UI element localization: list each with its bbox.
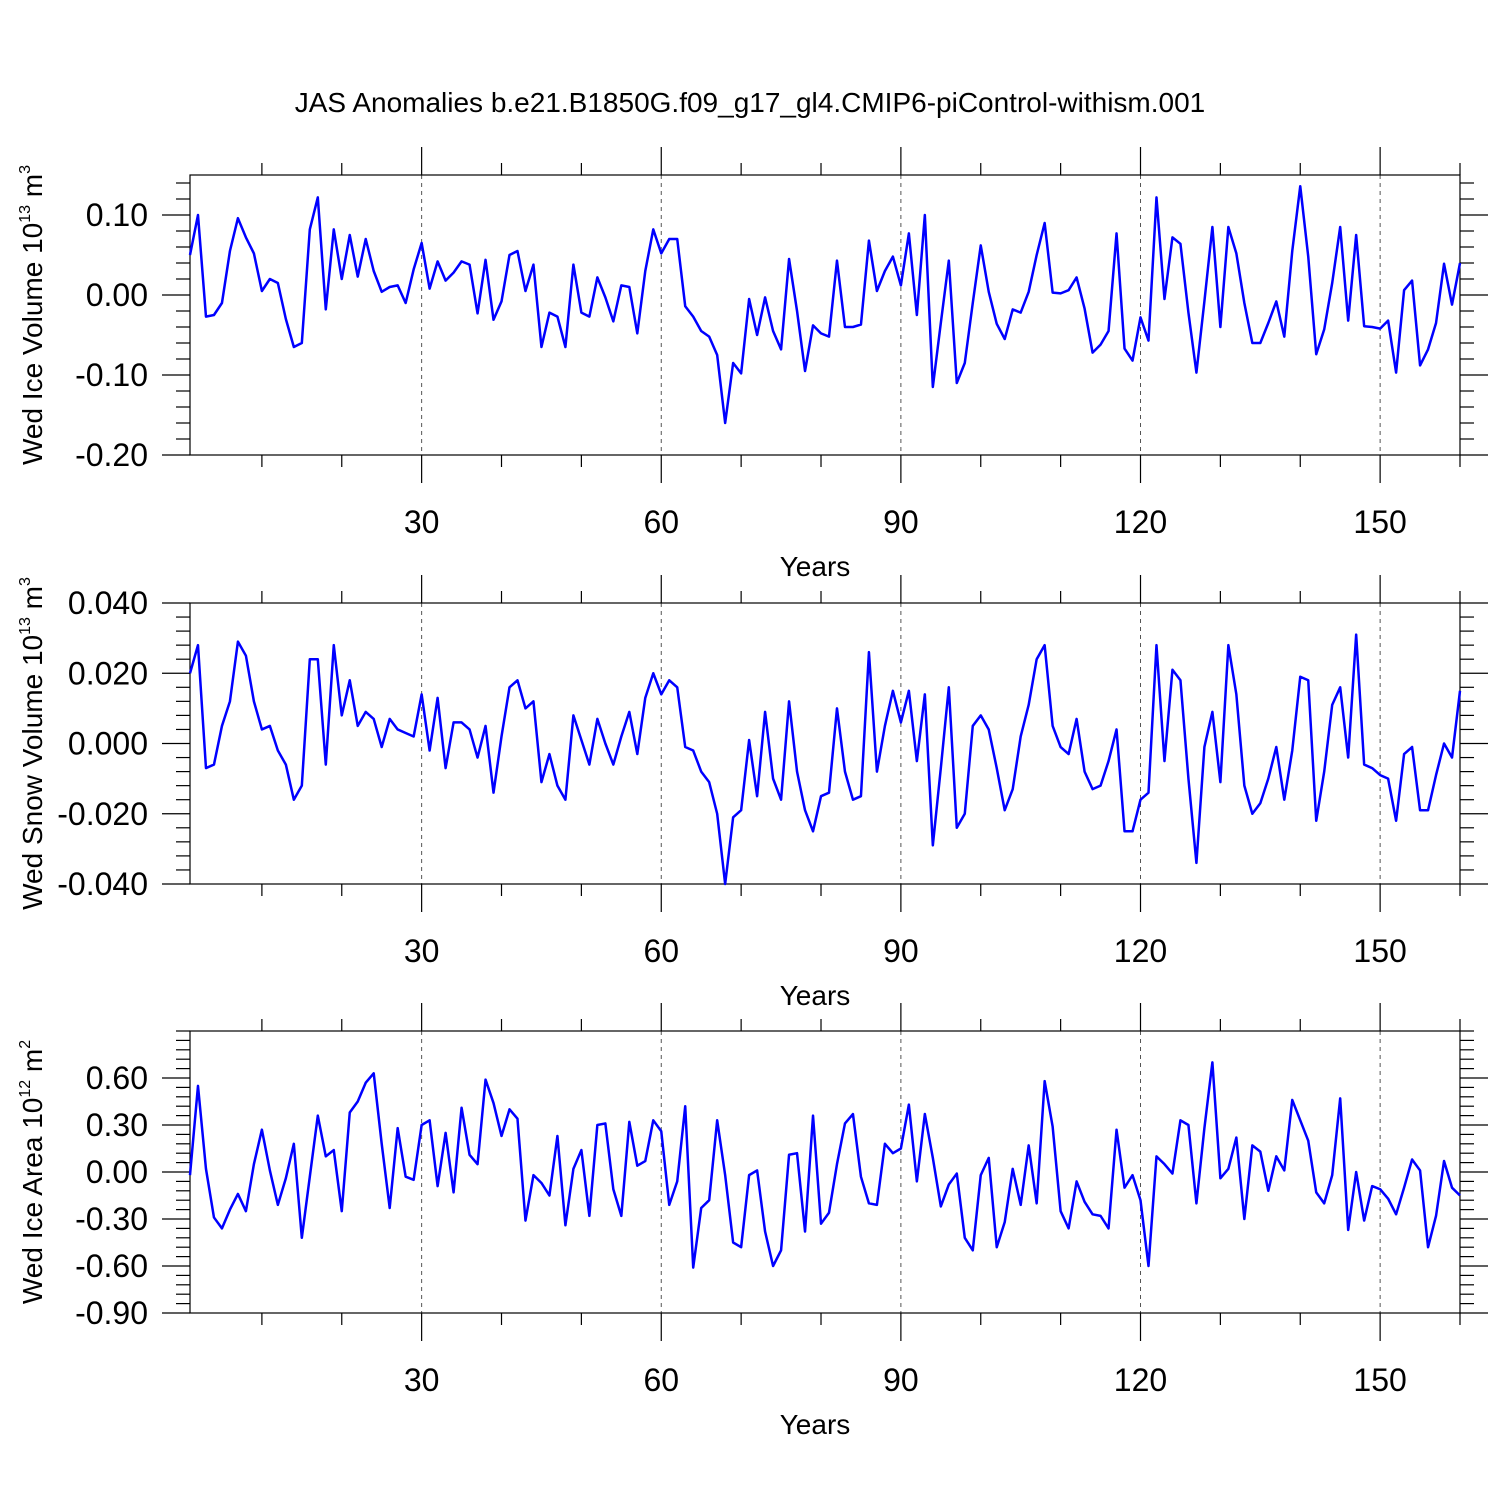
x-axis-label: Years [780,980,851,1011]
x-axis-label: Years [780,551,851,582]
y-tick-label: -0.90 [75,1295,148,1331]
x-axis-label: Years [780,1409,851,1440]
x-tick-label: 90 [883,1362,919,1398]
y-tick-label: 0.00 [86,1154,148,1190]
x-tick-label: 60 [643,1362,679,1398]
y-tick-label: 0.020 [68,655,148,691]
chart-title: JAS Anomalies b.e21.B1850G.f09_g17_gl4.C… [295,87,1206,118]
series-line-ice-area [188,1061,1461,1269]
panel-ice-volume: 30 60 90 120 150 -0.20 -0.10 0.00 0.10 Years Wed I… [17,147,1488,582]
x-tick-label: 90 [883,933,919,969]
y-tick-label: -0.020 [57,796,148,832]
panel-snow-volume: 30 60 90 120 150 -0.040 -0.020 0.000 0.020 0.040 Y… [17,575,1488,1011]
x-tick-label: 60 [643,933,679,969]
x-tick-label: 120 [1114,933,1167,969]
y-axis-label: Wed Snow Volume 1013 m3 [17,577,48,910]
panel-ice-area: 30 60 90 120 150 -0.90 -0.60 -0.30 0.00 0.30 0.60 Y… [17,1003,1488,1440]
y-tick-label: -0.20 [75,437,148,473]
plot-frame [189,1030,1461,1314]
y-tick-label: 0.60 [86,1060,148,1096]
x-tick-label: 90 [883,504,919,540]
y-tick-label: 0.10 [86,197,148,233]
y-tick-label: 0.040 [68,585,148,621]
y-tick-label: -0.30 [75,1201,148,1237]
y-axis-label: Wed Ice Volume 1013 m3 [17,165,48,465]
plot-frame [189,602,1461,885]
x-tick-label: 150 [1353,1362,1406,1398]
x-tick-label: 150 [1353,933,1406,969]
y-tick-label: 0.000 [68,726,148,762]
y-axis-label: Wed Ice Area 1012 m2 [17,1040,48,1304]
x-tick-label: 30 [404,933,440,969]
x-tick-label: 120 [1114,504,1167,540]
series-line-ice-volume [188,184,1462,425]
series-line-snow-volume [188,633,1462,886]
y-tick-label: -0.60 [75,1248,148,1284]
y-tick-label: -0.040 [57,866,148,902]
y-tick-label: 0.00 [86,277,148,313]
y-tick-label: 0.30 [86,1107,148,1143]
plot-frame [189,174,1461,456]
y-tick-label: -0.10 [75,357,148,393]
x-tick-label: 30 [404,504,440,540]
x-tick-label: 30 [404,1362,440,1398]
x-tick-label: 60 [643,504,679,540]
x-tick-label: 120 [1114,1362,1167,1398]
x-tick-label: 150 [1353,504,1406,540]
